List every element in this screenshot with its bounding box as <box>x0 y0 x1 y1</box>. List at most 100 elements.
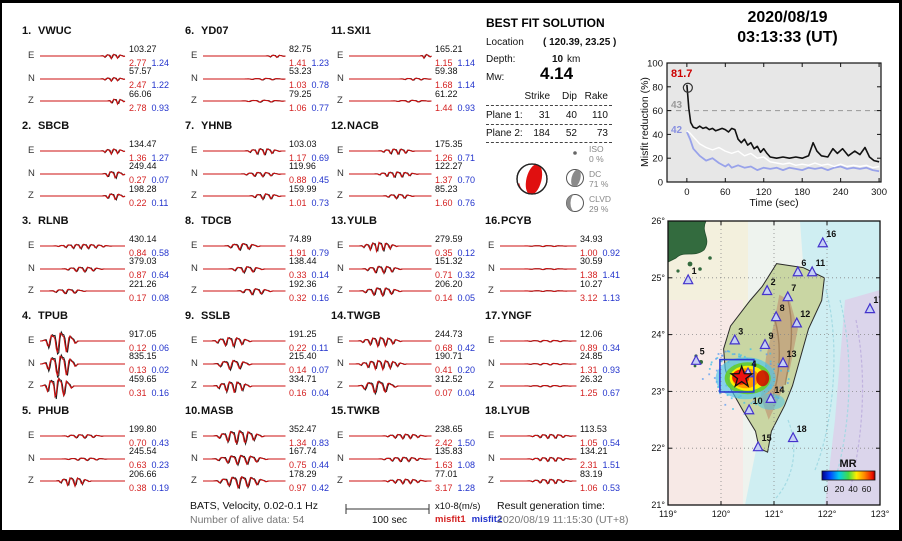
misfit1-value: 0.35 <box>435 247 453 258</box>
misfit2-value: 0.12 <box>457 247 476 258</box>
station-number: 11. <box>331 25 346 37</box>
map-station-triangle <box>682 273 694 285</box>
misfit1-value: 1.68 <box>435 80 453 90</box>
location-value: ( 120.39, 23.25 ) <box>543 37 617 48</box>
misfit1-value: 0.33 <box>289 270 307 280</box>
misfit2-value: 0.93 <box>457 102 476 113</box>
map-station-triangle <box>752 440 764 452</box>
scalebar-label: 100 sec <box>372 515 408 526</box>
station-number: 16. <box>485 215 501 227</box>
station-code: TWKB <box>347 405 380 417</box>
map-lat-label: 24° <box>651 330 665 340</box>
misfit-values: 1.60 0.76 <box>435 198 475 208</box>
amplitude-value: 312.52 <box>435 373 463 384</box>
misfit2-value: 0.07 <box>311 365 330 375</box>
mr-colorbar <box>821 470 876 481</box>
y-tick-label: 20 <box>652 154 663 165</box>
misfit1-value: 0.68 <box>435 342 453 353</box>
misfit1-value: 2.47 <box>129 80 147 90</box>
misfit2-value: 1.51 <box>602 460 621 470</box>
misfit1-value: 1.63 <box>435 460 453 470</box>
station-header: 17.YNGF <box>485 310 532 322</box>
misfit-values: 1.34 0.83 <box>289 438 329 448</box>
waveform-trace <box>40 330 125 356</box>
station-number: 15. <box>331 405 347 417</box>
waveform-trace <box>203 171 286 178</box>
map-station-triangle <box>806 265 818 277</box>
station-header: 18.LYUB <box>485 405 530 417</box>
y-tick-label: 100 <box>647 59 663 70</box>
misfit1-value: 1.36 <box>129 152 147 163</box>
waveform-trace <box>349 241 432 254</box>
component-label: Z <box>337 95 343 106</box>
map-station-triangle <box>743 403 755 415</box>
station-code: RLNB <box>38 215 69 227</box>
misfit-values: 1.63 1.08 <box>435 460 475 470</box>
misfit-values: 3.17 1.28 <box>435 483 475 493</box>
misfit2-value: 0.16 <box>311 292 330 303</box>
misfit2-value: 1.22 <box>151 80 170 90</box>
misfit2-value: 0.04 <box>311 387 330 398</box>
misfit2-value: 0.44 <box>311 460 330 470</box>
misfit2-value: 0.42 <box>457 342 476 353</box>
misfit1-value: 2.77 <box>129 57 147 68</box>
component-label: E <box>337 145 344 156</box>
map-lat-label: 23° <box>651 386 665 396</box>
waveform-trace <box>203 265 286 274</box>
component-label: E <box>337 335 344 346</box>
component-label: Z <box>191 190 197 201</box>
misfit2-value: 0.04 <box>457 387 476 398</box>
misfit1-value: 1.15 <box>435 57 453 68</box>
misfit1-value: 0.87 <box>129 270 147 280</box>
amplitude-value: 26.32 <box>580 373 603 384</box>
station-number: 5. <box>22 405 32 417</box>
component-label: Z <box>191 95 197 106</box>
mr-colorbar-label: 20 <box>835 484 845 494</box>
amplitude-value: 134.47 <box>129 138 157 149</box>
component-label: Z <box>191 475 197 486</box>
misfit2-value: 0.32 <box>457 270 476 280</box>
waveform-trace <box>349 456 432 463</box>
component-label: Z <box>337 190 343 201</box>
misfit-values: 0.14 0.05 <box>435 293 475 303</box>
waveform-trace <box>349 478 432 485</box>
misfit-values: 0.16 0.04 <box>289 388 329 398</box>
station-header: 16.PCYB <box>485 215 532 227</box>
misfit-values: 0.27 0.07 <box>129 175 169 185</box>
misfit-values: 1.91 0.79 <box>289 248 329 258</box>
dc-label: DC 71 % <box>589 169 609 189</box>
misfit1-value: 1.26 <box>435 152 453 163</box>
station-number: 13. <box>331 215 347 227</box>
station-code: SBCB <box>38 120 70 132</box>
amplitude-value: 167.74 <box>289 446 317 456</box>
amplitude-value: 103.03 <box>289 138 317 149</box>
amplitude-value: 352.47 <box>289 423 317 434</box>
mr-colorbar-label: 60 <box>862 484 872 494</box>
waveform-trace <box>349 193 432 200</box>
misfit1-value: 0.88 <box>289 175 307 185</box>
waveform-trace <box>203 288 286 296</box>
waveform-trace <box>40 76 126 82</box>
misfit-values: 0.33 0.14 <box>289 270 329 280</box>
misfit1-value: 1.01 <box>289 197 307 208</box>
misfit1-value: 1.05 <box>580 437 598 448</box>
misfit1-value: 0.97 <box>289 482 307 493</box>
border-top <box>0 0 902 3</box>
waveform-trace <box>203 242 286 252</box>
best-fit-title: BEST FIT SOLUTION <box>486 16 605 30</box>
misfit1-value: 0.14 <box>435 292 453 303</box>
misfit-values: 1.17 0.69 <box>289 153 329 163</box>
component-label: E <box>488 240 495 251</box>
amplitude-value: 206.66 <box>129 468 157 479</box>
amplitude-value: 66.06 <box>129 88 152 99</box>
misfit-values: 2.31 1.51 <box>580 460 620 470</box>
misfit2-value: 1.50 <box>457 437 476 448</box>
component-label: Z <box>191 285 197 296</box>
misfit1-value: 0.07 <box>435 387 453 398</box>
misfit2-value: 0.92 <box>602 247 621 258</box>
misfit1-value: 0.17 <box>129 292 147 303</box>
component-label: Z <box>28 475 34 486</box>
component-label: N <box>488 452 495 464</box>
waveform-trace <box>500 478 577 485</box>
component-label: Z <box>337 475 343 486</box>
